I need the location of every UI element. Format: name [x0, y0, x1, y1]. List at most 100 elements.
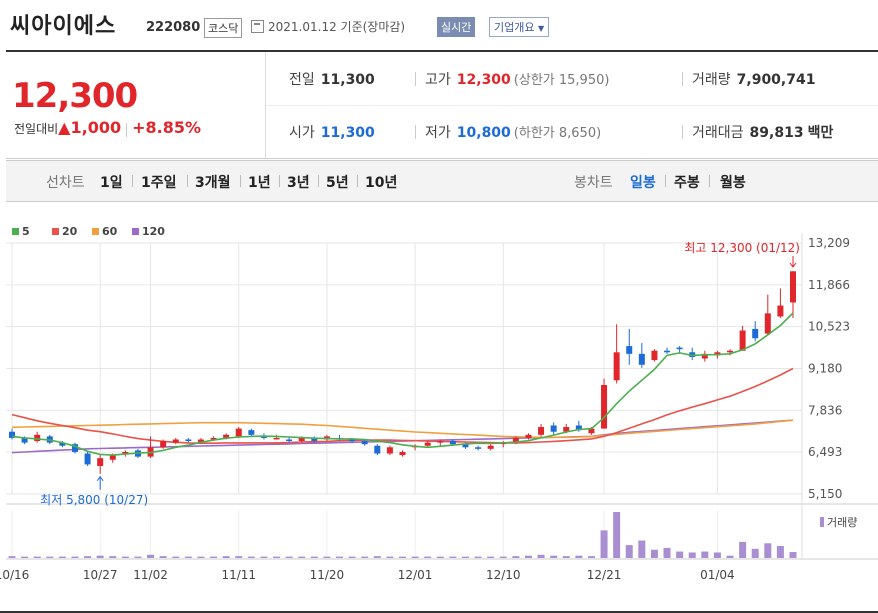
volume-bar — [726, 555, 734, 558]
price-panel: 12,300 전일대비▲1,000 +8.85% — [6, 52, 266, 158]
candle-body — [361, 441, 368, 445]
legend-label: 60 — [102, 225, 118, 238]
volume-label: 거래량 — [692, 72, 731, 88]
chart-period-tabs: 선차트 1일 1주일 3개월 1년 3년 5년 10년 봉차트 일봉 주봉 월봉 — [6, 160, 878, 202]
divider — [415, 125, 416, 139]
volume-bar — [134, 556, 142, 558]
candle-body — [109, 455, 116, 460]
candle-body — [311, 437, 318, 442]
volume-bar — [751, 548, 759, 558]
volume-bar — [184, 556, 192, 558]
tab-10y[interactable]: 10년 — [365, 175, 398, 191]
candle-body — [21, 437, 28, 443]
date-value: 2021.01.12 — [268, 20, 337, 34]
volume-bar — [323, 556, 331, 558]
volume-bar — [247, 556, 255, 558]
volume-bar — [701, 551, 709, 558]
candle-body — [651, 350, 658, 361]
volume-bar — [21, 556, 29, 558]
open-price: 시가 11,300 — [289, 122, 375, 142]
date-basis: 기준(장마감) — [340, 20, 406, 34]
volume-bar — [235, 556, 243, 558]
x-tick-label: 11/11 — [221, 568, 256, 582]
stock-name: 씨아이에스 — [10, 14, 117, 39]
trade-value-label: 거래대금 — [692, 125, 744, 141]
ma5-line — [11, 312, 794, 456]
candle-body — [172, 439, 179, 443]
y-tick-label: 6,493 — [808, 445, 842, 459]
tab-monthly[interactable]: 월봉 — [720, 175, 746, 191]
tab-1y[interactable]: 1년 — [248, 175, 271, 191]
tab-3m[interactable]: 3개월 — [195, 175, 231, 191]
volume-bar — [424, 556, 432, 558]
divider — [6, 50, 878, 52]
volume-bar — [436, 556, 444, 558]
volume-bar — [739, 541, 747, 558]
candle-body — [223, 434, 230, 438]
current-price: 12,300 — [12, 76, 138, 116]
candle-body — [71, 444, 78, 452]
candle-body — [575, 425, 582, 431]
divider — [187, 175, 188, 187]
candle-body — [59, 442, 66, 446]
volume-bar — [121, 556, 129, 558]
prev-close-label: 전일 — [289, 72, 315, 88]
divider — [682, 72, 683, 86]
candle-body — [160, 441, 167, 448]
volume-bar — [386, 556, 394, 558]
tab-1d[interactable]: 1일 — [100, 175, 123, 191]
volume-value: 7,900,741 — [736, 72, 816, 88]
tab-weekly[interactable]: 주봉 — [674, 175, 700, 191]
volume-bar — [96, 555, 104, 558]
candle-chart-label: 봉차트 — [574, 175, 613, 191]
legend-label: 120 — [142, 225, 165, 238]
trade-value-amount: 89,813 — [749, 125, 804, 141]
y-tick-label: 9,180 — [808, 361, 842, 375]
candle-body — [424, 442, 431, 446]
volume-bar — [71, 556, 79, 558]
candle-body — [701, 353, 708, 359]
candle-body — [386, 447, 393, 454]
candle-body — [601, 384, 608, 429]
volume-bar — [524, 555, 532, 558]
candle-body — [676, 347, 683, 350]
volume-bar — [587, 556, 595, 558]
tab-daily[interactable]: 일봉 — [630, 175, 656, 191]
volume-bar — [8, 556, 16, 558]
trade-value: 거래대금 89,813 백만 — [692, 122, 833, 142]
ma60-line — [11, 419, 794, 439]
volume-bar — [550, 555, 558, 558]
candle-body — [286, 439, 293, 442]
tab-1w[interactable]: 1주일 — [141, 175, 177, 191]
candle-body — [777, 305, 784, 317]
candle-body — [626, 346, 633, 354]
divider — [126, 122, 128, 137]
realtime-button[interactable]: 실시간 — [437, 17, 476, 37]
candle-body — [764, 313, 771, 334]
tab-3y[interactable]: 3년 — [287, 175, 310, 191]
candle-body — [210, 437, 217, 440]
candle-body — [727, 350, 734, 353]
divider — [415, 72, 416, 86]
high-price: 고가 12,300 (상한가 15,950) — [425, 69, 609, 89]
tab-5y[interactable]: 5년 — [326, 175, 349, 191]
candle-body — [613, 352, 620, 381]
low-annotation: 최저 5,800 (10/27) — [40, 493, 148, 507]
divider — [0, 611, 878, 613]
candle-body — [512, 437, 519, 443]
calendar-icon — [251, 20, 264, 33]
y-tick-label: 10,523 — [808, 320, 850, 334]
volume-bar — [109, 556, 117, 558]
volume-bar — [210, 556, 218, 558]
prev-close-value: 11,300 — [320, 72, 375, 88]
candle-body — [449, 441, 456, 445]
candle-body — [197, 439, 204, 443]
volume-legend-swatch — [820, 517, 824, 527]
candle-body — [97, 458, 104, 466]
volume-bar — [600, 530, 608, 558]
stock-code: 222080 — [146, 20, 201, 35]
legend-swatch — [52, 228, 59, 235]
company-overview-dropdown[interactable]: 기업개요 ▼ — [489, 17, 550, 37]
candle-body — [588, 428, 595, 434]
x-tick-label: 11/02 — [133, 568, 168, 582]
